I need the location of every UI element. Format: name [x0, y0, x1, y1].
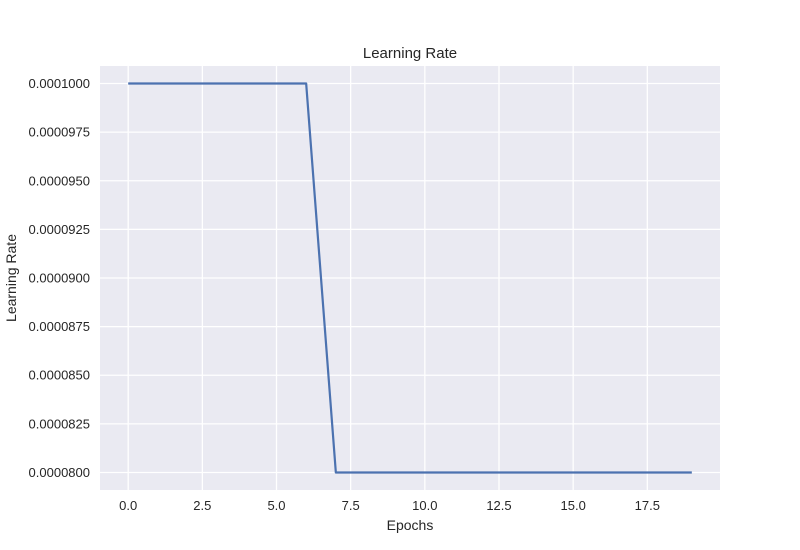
grid-lines [100, 66, 720, 490]
learning-rate-line [128, 82, 692, 474]
x-tick-label: 2.5 [193, 498, 211, 513]
y-tick-label: 0.0000875 [29, 319, 90, 334]
x-tick-label: 12.5 [486, 498, 511, 513]
series-layer [128, 82, 692, 474]
x-tick-label: 0.0 [119, 498, 137, 513]
x-tick-label: 17.5 [635, 498, 660, 513]
y-tick-label: 0.0001000 [29, 76, 90, 91]
x-tick-labels: 0.0 2.5 5.0 7.5 10.0 12.5 15.0 17.5 [119, 498, 660, 513]
y-tick-label: 0.0000850 [29, 368, 90, 383]
y-tick-label: 0.0000825 [29, 416, 90, 431]
x-tick-label: 10.0 [412, 498, 437, 513]
y-axis-title: Learning Rate [3, 234, 19, 322]
y-tick-label: 0.0000925 [29, 222, 90, 237]
x-tick-label: 5.0 [267, 498, 285, 513]
y-tick-label: 0.0000800 [29, 465, 90, 480]
x-tick-label: 15.0 [561, 498, 586, 513]
y-tick-label: 0.0000900 [29, 271, 90, 286]
y-tick-label: 0.0000975 [29, 125, 90, 140]
x-axis-title: Epochs [387, 517, 434, 533]
y-tick-labels: 0.0000800 0.0000825 0.0000850 0.0000875 0.00… [29, 76, 90, 480]
x-tick-label: 7.5 [342, 498, 360, 513]
chart-title: Learning Rate [363, 45, 457, 62]
y-tick-label: 0.0000950 [29, 173, 90, 188]
